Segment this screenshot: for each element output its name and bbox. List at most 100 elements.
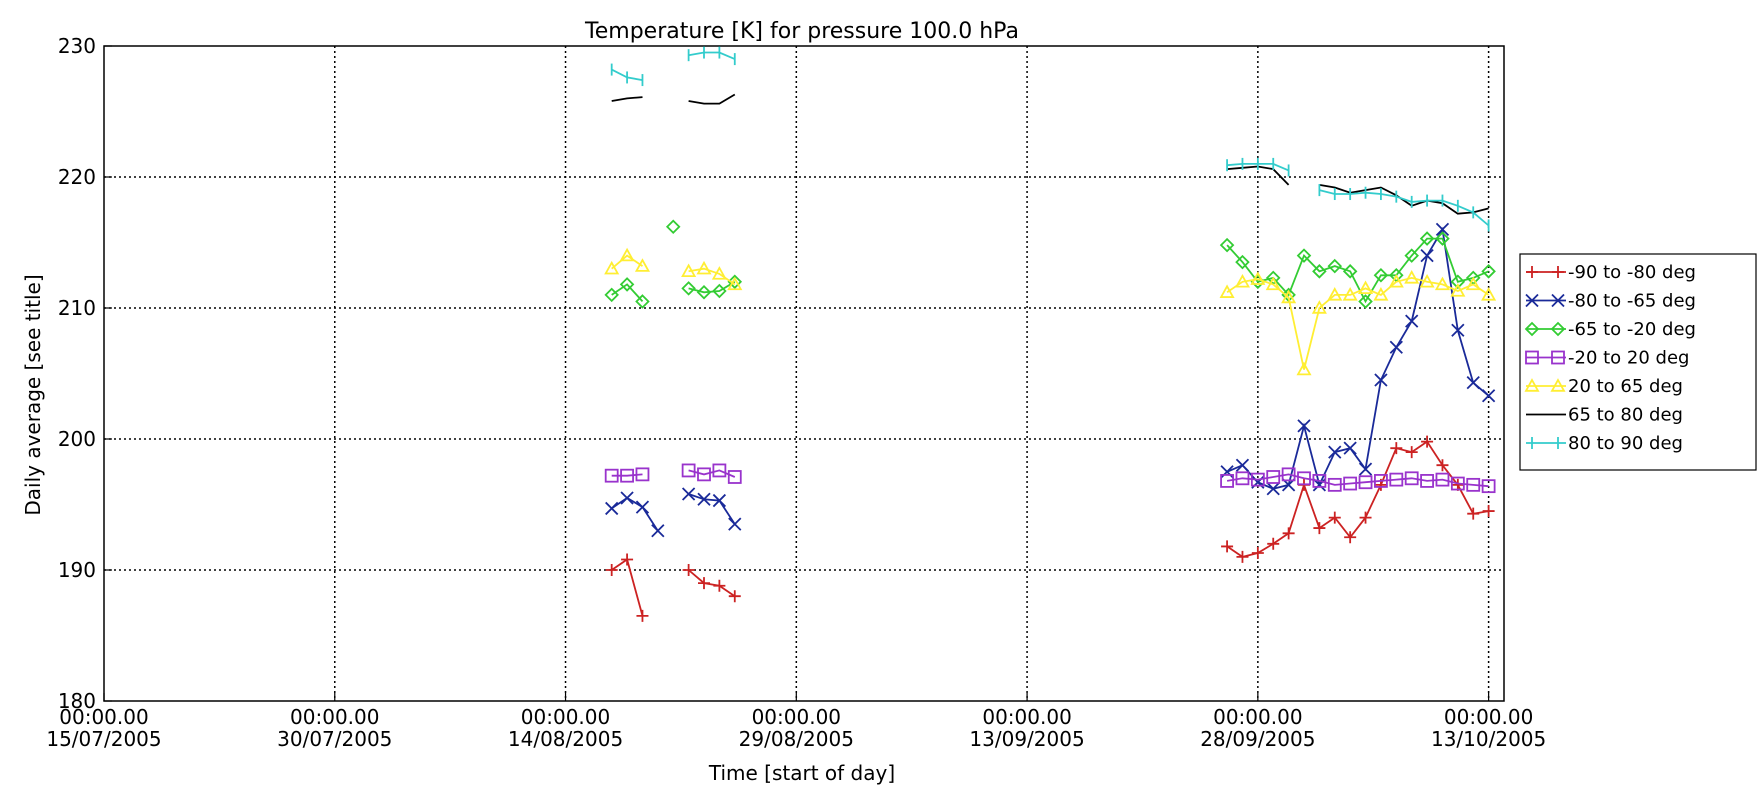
data-point [1251, 546, 1264, 559]
chart-title: Temperature [K] for pressure 100.0 hPa [584, 19, 1019, 44]
data-point [696, 285, 712, 300]
data-point [1344, 531, 1357, 544]
series-line [1319, 189, 1490, 227]
data-point [1389, 340, 1403, 354]
data-point [1419, 231, 1435, 246]
legend-item: 20 to 65 deg [1524, 376, 1683, 397]
data-point [635, 294, 650, 309]
data-point [1313, 522, 1326, 535]
data-point [1297, 419, 1311, 433]
x-tick-time: 00:00.00 [1213, 705, 1302, 729]
legend-label: -90 to -80 deg [1568, 262, 1696, 283]
data-point [1265, 276, 1281, 291]
data-point [605, 564, 618, 576]
data-point [1358, 475, 1373, 490]
data-point [665, 219, 681, 235]
data-point [604, 260, 620, 275]
data-point [1390, 442, 1403, 455]
data-point [1327, 258, 1343, 274]
legend-item: -65 to -20 deg [1524, 319, 1696, 340]
legend: -90 to -80 deg -80 to -65 deg -65 to -20 d… [1519, 253, 1757, 471]
x-tick-time: 00:00.00 [752, 705, 841, 729]
data-point [1297, 471, 1311, 486]
legend-marker [1524, 378, 1540, 392]
legend-label: -80 to -65 deg [1568, 291, 1696, 312]
data-point [1359, 511, 1372, 524]
data-point [697, 467, 711, 482]
data-point [681, 263, 697, 278]
x-axis-label: Time [start of day] [708, 761, 895, 785]
legend-item: 80 to 90 deg [1526, 433, 1683, 454]
data-point [1481, 287, 1497, 301]
data-point [1467, 507, 1480, 520]
data-point [1405, 314, 1419, 328]
x-tick-label: 13/10/2005 [1431, 727, 1546, 751]
series-line [1226, 237, 1489, 304]
data-point [1358, 280, 1374, 295]
legend-box [1519, 253, 1757, 471]
legend-label: 65 to 80 deg [1568, 405, 1683, 426]
data-point [712, 283, 727, 299]
data-point [621, 553, 634, 566]
legend-marker [1552, 266, 1564, 278]
x-tick-time: 00:00.00 [1444, 705, 1533, 729]
legend-items: -90 to -80 deg -80 to -65 deg -65 to -20 d… [1524, 262, 1696, 454]
data-point [696, 260, 712, 275]
y-tick-label: 200 [58, 427, 96, 451]
legend-marker [1524, 321, 1540, 337]
data-point [620, 468, 634, 483]
series-0 [605, 435, 1495, 622]
data-point [1219, 284, 1235, 298]
data-point [1481, 389, 1496, 403]
data-point [727, 470, 742, 484]
data-point [1434, 276, 1450, 291]
data-point [1450, 476, 1465, 491]
data-point [1373, 267, 1389, 283]
x-tick-label: 15/07/2005 [46, 727, 161, 751]
series-line [1226, 440, 1489, 558]
series-1 [605, 222, 1496, 538]
grid [104, 46, 1504, 701]
data-point [1234, 273, 1250, 288]
series-line [688, 493, 736, 525]
data-point [1465, 276, 1481, 291]
data-point [1435, 222, 1450, 237]
y-axis-label: Daily average [see title] [21, 274, 45, 515]
data-point [1221, 540, 1234, 553]
data-point [1250, 271, 1266, 285]
data-point [1373, 287, 1389, 301]
y-axis: 180 190 200 210 220 230 [58, 34, 112, 713]
data-point [1342, 264, 1358, 279]
series-line [688, 469, 736, 478]
data-point [1436, 459, 1449, 472]
data-point [1296, 361, 1312, 376]
data-point [1296, 248, 1312, 263]
legend-marker [1551, 350, 1565, 365]
series-line [611, 496, 659, 532]
data-point [697, 492, 711, 506]
data-point [1451, 323, 1465, 337]
data-point [619, 247, 635, 262]
data-point [635, 500, 650, 514]
y-tick-label: 220 [58, 165, 96, 189]
data-point [604, 468, 619, 483]
data-point [1282, 527, 1295, 540]
series-line [688, 569, 736, 597]
x-tick-label: 13/09/2005 [969, 727, 1084, 751]
x-tick-time: 00:00.00 [59, 705, 148, 729]
data-point [1266, 482, 1280, 496]
legend-item: -80 to -65 deg [1525, 291, 1696, 312]
data-point [1235, 458, 1250, 472]
series-line [1226, 226, 1490, 490]
data-point [1404, 248, 1419, 263]
data-point [1481, 479, 1496, 494]
data-point [1327, 477, 1342, 492]
series-line [611, 254, 644, 270]
x-tick-time: 00:00.00 [982, 705, 1071, 729]
x-tick-time: 00:00.00 [521, 705, 610, 729]
plot-frame [103, 45, 1505, 702]
data-point [1466, 376, 1480, 390]
x-tick-time: 00:00.00 [290, 705, 379, 729]
data-point [635, 467, 650, 482]
series-line [688, 281, 736, 294]
